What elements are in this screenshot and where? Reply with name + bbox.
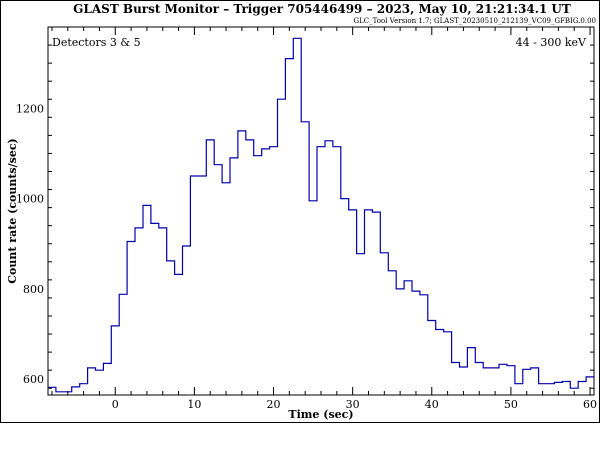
detector-label: Detectors 3 & 5 [52,36,141,49]
y-tick-label: 800 [23,283,44,296]
y-axis-ticks: 600 800 1000 1200 [16,26,594,389]
x-tick-label: 50 [504,398,518,411]
count-rate-step-line [48,37,594,393]
figure-border [0,0,600,423]
x-tick-label: 30 [346,398,360,411]
x-axis-ticks: 0 10 20 30 40 50 60 [51,27,597,411]
x-tick-label: 0 [112,398,119,411]
x-tick-label: 20 [267,398,281,411]
x-tick-label: 40 [425,398,439,411]
y-tick-label: 600 [23,373,44,386]
y-tick-label: 1000 [16,193,44,206]
energy-label: 44 - 300 keV [516,36,587,49]
x-tick-label: 10 [187,398,201,411]
x-axis-label: Time (sec) [288,408,353,421]
x-tick-label: 60 [583,398,597,411]
count-rate-series [48,37,594,393]
y-tick-label: 1200 [16,102,44,115]
chart-title: GLAST Burst Monitor – Trigger 705446499 … [73,2,571,16]
y-axis-label: Count rate (counts/sec) [6,138,19,283]
chart-subtitle: GLC_Tool Version 1.7; GLAST_20230510_212… [354,17,596,25]
